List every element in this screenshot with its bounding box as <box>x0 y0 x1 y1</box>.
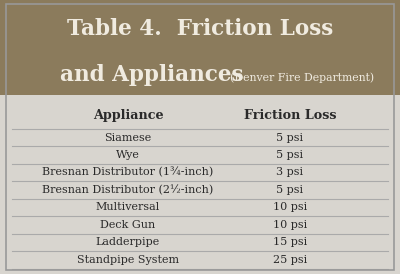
Text: (Denver Fire Department): (Denver Fire Department) <box>230 72 374 82</box>
Text: Appliance: Appliance <box>93 109 163 122</box>
FancyBboxPatch shape <box>0 0 400 95</box>
Text: Wye: Wye <box>116 150 140 160</box>
Text: 5 psi: 5 psi <box>276 133 304 142</box>
Text: 10 psi: 10 psi <box>273 220 307 230</box>
Text: 10 psi: 10 psi <box>273 202 307 212</box>
Text: 5 psi: 5 psi <box>276 150 304 160</box>
Text: Friction Loss: Friction Loss <box>244 109 336 122</box>
Text: Multiversal: Multiversal <box>96 202 160 212</box>
Text: 3 psi: 3 psi <box>276 167 304 178</box>
Text: 5 psi: 5 psi <box>276 185 304 195</box>
Text: Bresnan Distributor (2½-inch): Bresnan Distributor (2½-inch) <box>42 185 214 195</box>
Text: Deck Gun: Deck Gun <box>100 220 156 230</box>
Text: Standpipe System: Standpipe System <box>77 255 179 265</box>
Text: Table 4.  Friction Loss: Table 4. Friction Loss <box>67 18 333 40</box>
Text: Bresnan Distributor (1¾-inch): Bresnan Distributor (1¾-inch) <box>42 167 214 178</box>
Text: Ladderpipe: Ladderpipe <box>96 237 160 247</box>
Text: Siamese: Siamese <box>104 133 152 142</box>
Text: and Appliances: and Appliances <box>60 64 244 86</box>
Text: 25 psi: 25 psi <box>273 255 307 265</box>
Text: 15 psi: 15 psi <box>273 237 307 247</box>
